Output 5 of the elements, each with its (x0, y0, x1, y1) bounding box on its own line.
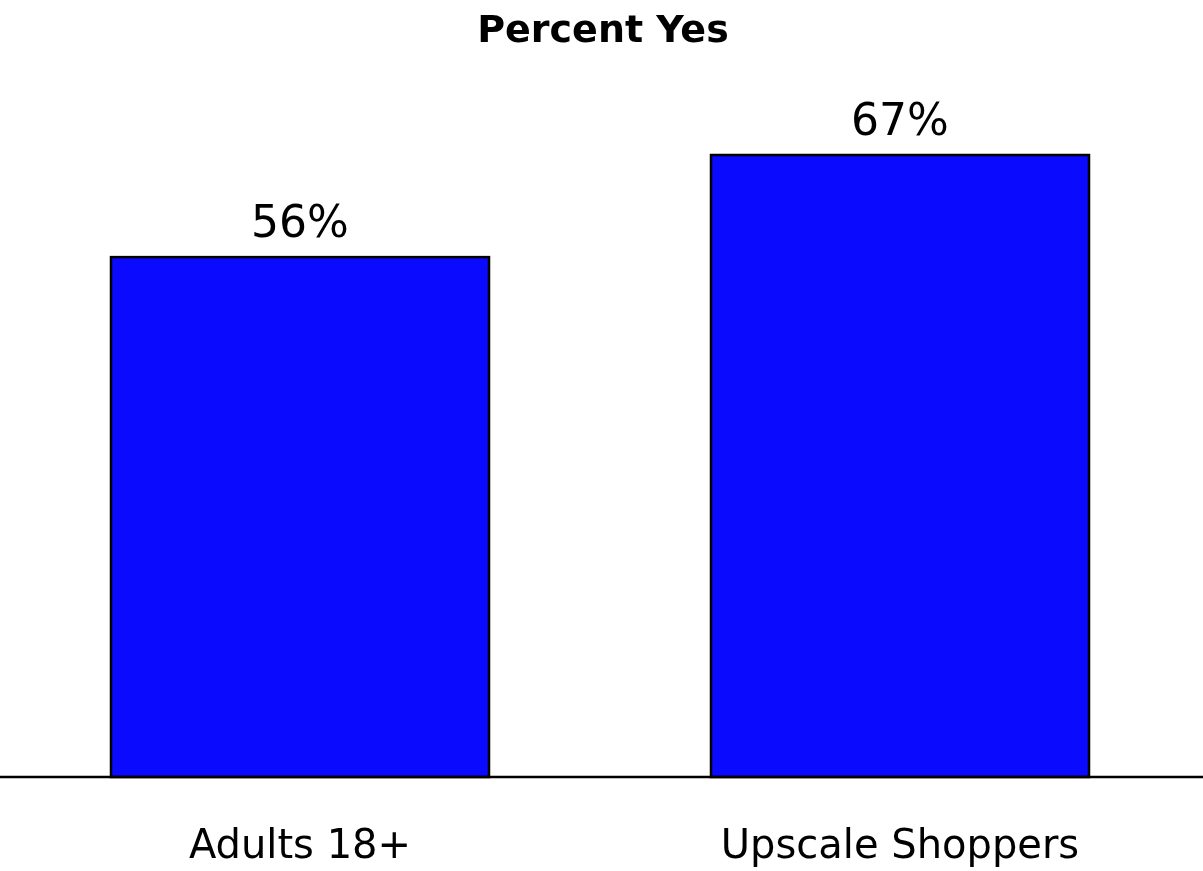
data-label: 67% (851, 94, 949, 145)
data-label: 56% (251, 196, 349, 248)
x-tick-label: Upscale Shoppers (720, 821, 1080, 867)
chart-title: Percent Yes (477, 7, 729, 51)
x-tick-label: Adults 18+ (188, 821, 412, 867)
